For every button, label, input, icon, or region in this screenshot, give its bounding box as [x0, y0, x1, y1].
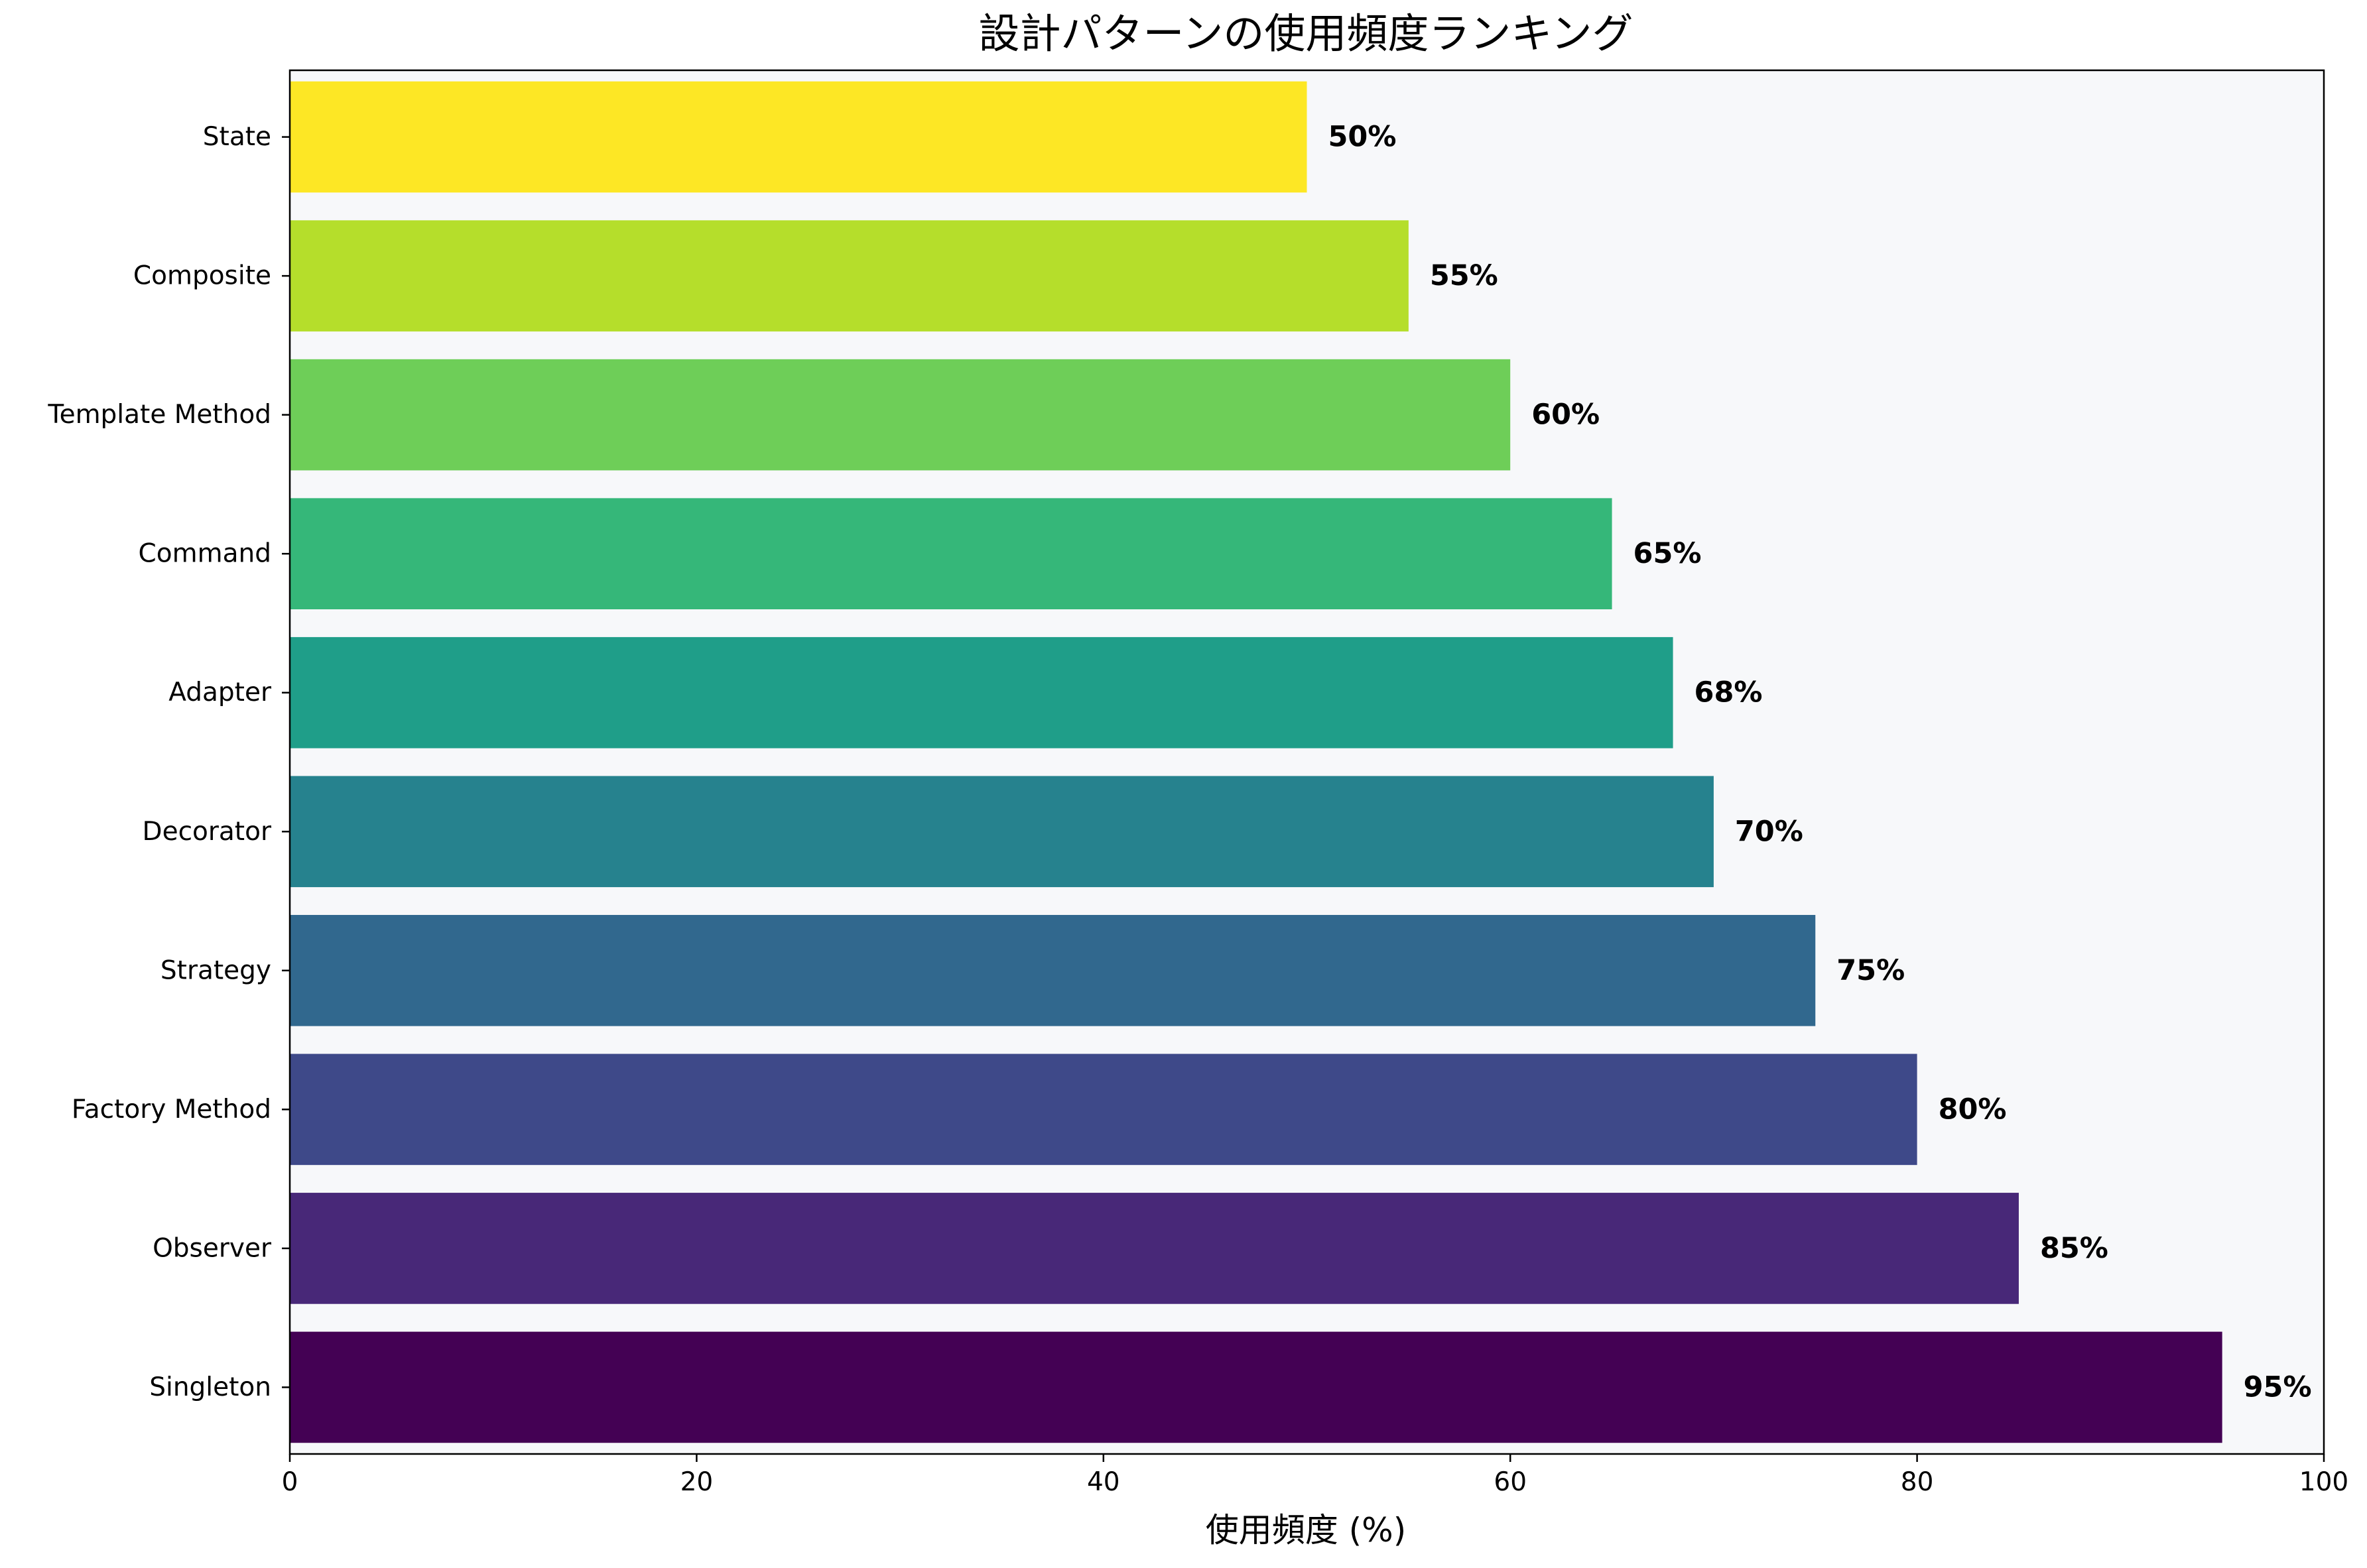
bar-strategy	[290, 914, 1816, 1026]
value-labels-group: 95% 85% 80% 75% 70% 68% 65% 60% 55% 50%	[1328, 121, 2312, 1404]
bar-composite	[290, 220, 1409, 332]
x-tick-label: 40	[1087, 1467, 1120, 1497]
x-axis-label: 使用頻度 (%)	[1206, 1511, 1406, 1549]
y-tick-label: Command	[139, 539, 271, 569]
y-tick-label: State	[203, 122, 271, 152]
bar-singleton	[290, 1331, 2222, 1443]
bar-observer	[290, 1193, 2019, 1304]
bar-command	[290, 498, 1612, 610]
y-tick-label: Template Method	[47, 400, 271, 430]
value-label: 80%	[1939, 1093, 2007, 1126]
bar-state	[290, 81, 1307, 193]
y-tick-label: Composite	[133, 261, 271, 291]
value-label: 50%	[1328, 121, 1397, 154]
y-tick-label: Observer	[153, 1233, 272, 1263]
bar-decorator	[290, 776, 1714, 888]
y-tick-label: Adapter	[168, 678, 272, 707]
y-axis: Singleton Observer Factory Method Strategy D…	[47, 122, 290, 1402]
value-label: 70%	[1735, 815, 1803, 848]
value-label: 68%	[1695, 676, 1763, 709]
y-tick-label: Strategy	[160, 955, 271, 985]
x-tick-label: 60	[1494, 1467, 1527, 1497]
y-tick-label: Singleton	[149, 1372, 271, 1402]
y-tick-label: Factory Method	[72, 1095, 271, 1124]
value-label: 95%	[2244, 1370, 2312, 1404]
value-label: 60%	[1531, 398, 1600, 432]
x-axis: 0 20 40 60 80 100	[282, 1454, 2348, 1497]
bars-group	[290, 81, 2222, 1443]
chart-title: 設計パターンの使用頻度ランキング	[978, 9, 1633, 58]
bar-template-method	[290, 359, 1511, 471]
value-label: 65%	[1633, 537, 1702, 570]
value-label: 75%	[1836, 954, 1905, 987]
bar-adapter	[290, 636, 1673, 749]
x-tick-label: 20	[680, 1467, 714, 1497]
bar-factory-method	[290, 1054, 1917, 1166]
x-tick-label: 100	[2299, 1467, 2348, 1497]
value-label: 85%	[2040, 1232, 2108, 1265]
x-tick-label: 0	[282, 1467, 298, 1497]
y-tick-label: Decorator	[143, 817, 272, 847]
plot-frame	[288, 69, 2325, 1455]
x-tick-label: 80	[1901, 1467, 1934, 1497]
value-label: 55%	[1430, 259, 1498, 292]
